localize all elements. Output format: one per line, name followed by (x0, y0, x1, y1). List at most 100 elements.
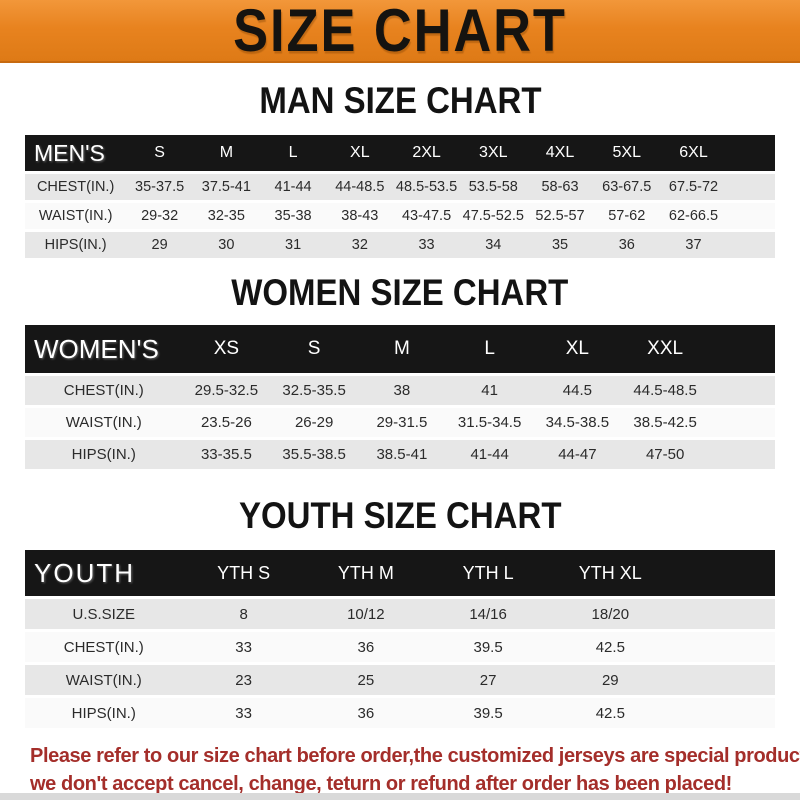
disclaimer-line-2: we don't accept cancel, change, teturn o… (30, 772, 732, 795)
cell-value: 62-66.5 (660, 203, 727, 230)
cell-value: 47-50 (621, 440, 709, 470)
men-size-table: MEN'S S M L XL 2XL 3XL 4XL 5XL 6XL CHEST(IN.) 35-37… (25, 132, 775, 261)
size-column-header: L (259, 135, 327, 172)
cell-value: 42.5 (549, 698, 672, 729)
cell-value: 43-47.5 (393, 203, 460, 230)
size-column-header: M (358, 325, 446, 374)
cell-value: 29 (549, 665, 672, 696)
women-section-title-text: WOMEN SIZE CHART (231, 272, 569, 314)
cell-value: 41 (445, 376, 534, 406)
size-column-header: XL (326, 135, 394, 172)
table-row: HIPS(IN.) 33 36 39.5 42.5 (25, 698, 775, 729)
cell-value: 35-37.5 (126, 174, 193, 201)
row-label: WAIST(IN.) (25, 408, 183, 438)
size-column-header: YTH M (304, 550, 427, 597)
table-row: WAIST(IN.) 29-32 32-35 35-38 38-43 43-47.5 47.… (25, 203, 775, 230)
table-row: U.S.SIZE 8 10/12 14/16 18/20 (25, 599, 775, 630)
size-column-header: M (192, 135, 260, 172)
bottom-strip (0, 793, 800, 800)
cell-value: 8 (182, 599, 305, 630)
row-filler (671, 665, 775, 696)
row-filler (709, 440, 775, 470)
row-filler (671, 632, 775, 663)
youth-section-title: YOUTH SIZE CHART (0, 495, 800, 538)
header-filler (671, 550, 775, 597)
cell-value: 32.5-35.5 (270, 376, 358, 406)
cell-value: 44.5 (533, 376, 622, 406)
cell-value: 38.5-41 (358, 440, 446, 470)
cell-value: 53.5-58 (459, 174, 527, 201)
size-column-header: YTH XL (549, 550, 672, 597)
size-column-header: 2XL (393, 135, 460, 172)
table-header-label: MEN'S (25, 135, 127, 172)
cell-value: 18/20 (549, 599, 672, 630)
row-label: HIPS(IN.) (25, 232, 127, 259)
cell-value: 39.5 (426, 698, 550, 729)
table-header-row: WOMEN'S XS S M L XL XXL (25, 325, 775, 374)
cell-value: 36 (304, 698, 427, 729)
youth-size-table: YOUTH YTH S YTH M YTH L YTH XL U.S.SIZE 8 10/12… (25, 547, 775, 731)
cell-value: 67.5-72 (660, 174, 727, 201)
table-row: CHEST(IN.) 35-37.5 37.5-41 41-44 44-48.5 48.5… (25, 174, 775, 201)
cell-value: 38-43 (326, 203, 394, 230)
table-row: WAIST(IN.) 23.5-26 26-29 29-31.5 31.5-34.5 34… (25, 408, 775, 438)
women-section-title: WOMEN SIZE CHART (0, 272, 800, 314)
cell-value: 41-44 (259, 174, 327, 201)
cell-value: 31 (259, 232, 327, 259)
cell-value: 33 (182, 698, 305, 729)
row-filler (726, 174, 775, 201)
size-column-header: S (126, 135, 193, 172)
youth-section-title-text: YOUTH SIZE CHART (238, 495, 562, 538)
size-column-header: 4XL (526, 135, 594, 172)
table-row: HIPS(IN.) 29 30 31 32 33 34 35 36 37 (25, 232, 775, 259)
cell-value: 41-44 (445, 440, 534, 470)
row-label: HIPS(IN.) (25, 440, 183, 470)
cell-value: 36 (593, 232, 661, 259)
cell-value: 31.5-34.5 (445, 408, 534, 438)
size-column-header: YTH L (426, 550, 550, 597)
row-filler (726, 232, 775, 259)
cell-value: 29 (126, 232, 193, 259)
header-filler (709, 325, 775, 374)
cell-value: 33-35.5 (182, 440, 271, 470)
size-column-header: L (445, 325, 534, 374)
header-filler (726, 135, 775, 172)
cell-value: 39.5 (426, 632, 550, 663)
row-label: WAIST(IN.) (25, 665, 183, 696)
row-filler (671, 698, 775, 729)
cell-value: 48.5-53.5 (393, 174, 460, 201)
cell-value: 35 (526, 232, 594, 259)
cell-value: 57-62 (593, 203, 661, 230)
cell-value: 34.5-38.5 (533, 408, 622, 438)
cell-value: 33 (393, 232, 460, 259)
banner-title: SIZE CHART (233, 0, 567, 65)
cell-value: 27 (426, 665, 550, 696)
row-label: U.S.SIZE (25, 599, 183, 630)
cell-value: 23.5-26 (182, 408, 271, 438)
cell-value: 44-48.5 (326, 174, 394, 201)
row-label: HIPS(IN.) (25, 698, 183, 729)
size-column-header: XS (182, 325, 271, 374)
cell-value: 34 (459, 232, 527, 259)
table-header-label: YOUTH (25, 550, 183, 597)
size-column-header: 3XL (459, 135, 527, 172)
cell-value: 14/16 (426, 599, 550, 630)
cell-value: 44.5-48.5 (621, 376, 709, 406)
row-label: CHEST(IN.) (25, 632, 183, 663)
cell-value: 37 (660, 232, 727, 259)
cell-value: 38.5-42.5 (621, 408, 709, 438)
row-filler (671, 599, 775, 630)
table-row: WAIST(IN.) 23 25 27 29 (25, 665, 775, 696)
man-section-title: MAN SIZE CHART (0, 80, 800, 122)
cell-value: 29-32 (126, 203, 193, 230)
cell-value: 26-29 (270, 408, 358, 438)
cell-value: 32-35 (192, 203, 260, 230)
table-header-label: WOMEN'S (25, 325, 183, 374)
cell-value: 38 (358, 376, 446, 406)
table-row: CHEST(IN.) 33 36 39.5 42.5 (25, 632, 775, 663)
cell-value: 35.5-38.5 (270, 440, 358, 470)
row-filler (709, 376, 775, 406)
size-column-header: YTH S (182, 550, 305, 597)
size-column-header: XL (533, 325, 622, 374)
row-filler (709, 408, 775, 438)
